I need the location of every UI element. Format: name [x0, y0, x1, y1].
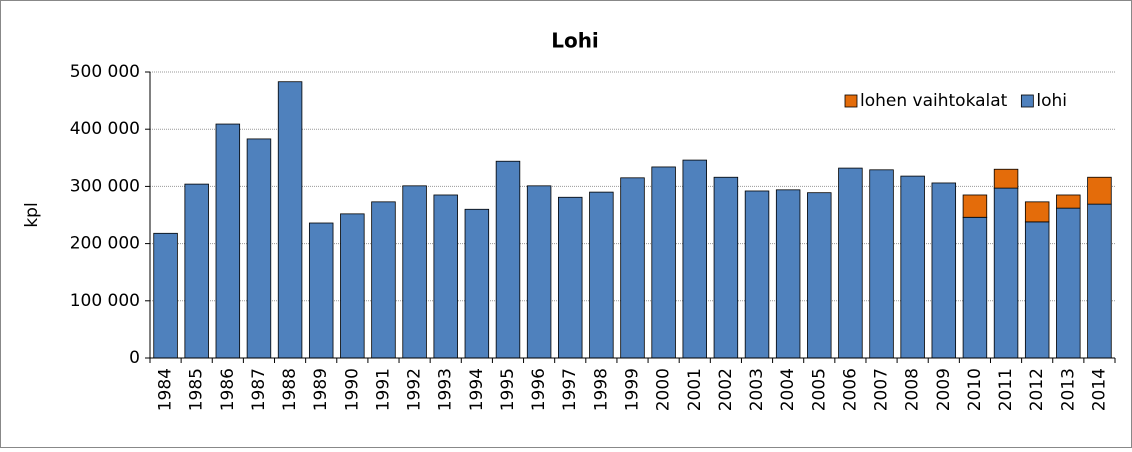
- bar: [526, 185, 552, 359]
- bar: [931, 182, 957, 359]
- bar: [277, 81, 303, 359]
- bar: [1024, 201, 1050, 223]
- x-tick-label: 2001: [685, 368, 705, 411]
- bar: [495, 160, 521, 359]
- bar: [1056, 207, 1081, 359]
- legend-label: lohen vaihtokalat: [860, 91, 1008, 111]
- bar: [651, 166, 676, 359]
- bar: [340, 213, 365, 359]
- bar: [371, 201, 396, 359]
- x-tick-label: 1990: [342, 368, 362, 411]
- legend-label: lohi: [1036, 91, 1067, 111]
- bar: [744, 190, 770, 359]
- y-axis-label: kpl: [22, 202, 42, 227]
- bar: [962, 194, 988, 218]
- x-tick-label: 1993: [436, 368, 456, 411]
- bar: [900, 175, 925, 359]
- x-tick-label: 1997: [560, 368, 580, 411]
- bar: [246, 138, 272, 359]
- x-tick-label: 1995: [498, 368, 518, 411]
- y-tick-label: 100 000: [70, 291, 140, 311]
- y-tick-label: 0: [129, 348, 140, 368]
- y-tick-label: 500 000: [70, 62, 140, 82]
- x-tick-label: 2010: [965, 368, 985, 411]
- bar: [993, 168, 1019, 189]
- bar: [1056, 194, 1081, 209]
- legend-swatch: [1020, 94, 1034, 108]
- x-tick-label: 2008: [903, 368, 923, 411]
- x-tick-label: 2006: [840, 368, 860, 411]
- x-tick-label: 1985: [187, 368, 207, 411]
- bar: [1087, 176, 1112, 205]
- x-tick-label: 2004: [778, 368, 798, 411]
- x-tick-label: 2000: [654, 368, 674, 411]
- bar: [308, 222, 334, 359]
- bar: [589, 191, 614, 359]
- x-tick-label: 1998: [591, 368, 611, 411]
- bar: [1024, 221, 1050, 359]
- x-tick-label: 2007: [872, 368, 892, 411]
- bar: [215, 123, 241, 359]
- bar: [620, 177, 645, 359]
- x-tick-label: 1996: [529, 368, 549, 411]
- chart-title: Lohi: [551, 29, 599, 53]
- x-tick-label: 2012: [1027, 368, 1047, 411]
- bar: [962, 216, 988, 359]
- y-tick-label: 200 000: [70, 234, 140, 254]
- x-tick-label: 2002: [716, 368, 736, 411]
- x-tick-label: 2009: [934, 368, 954, 411]
- x-tick-label: 2013: [1058, 368, 1078, 411]
- x-tick-label: 1988: [280, 368, 300, 411]
- x-tick-label: 1991: [373, 368, 393, 411]
- bar: [153, 232, 178, 359]
- x-tick-label: 1992: [405, 368, 425, 411]
- x-tick-label: 2011: [996, 368, 1016, 411]
- bar: [1087, 203, 1112, 359]
- bar: [464, 208, 490, 359]
- y-tick-label: 300 000: [70, 176, 140, 196]
- x-tick-label: 1999: [623, 368, 643, 411]
- x-tick-label: 1984: [156, 368, 176, 411]
- bar: [558, 196, 583, 359]
- x-tick-label: 2005: [809, 368, 829, 411]
- x-tick-label: 1987: [249, 368, 269, 411]
- x-tick-label: 1994: [467, 368, 487, 411]
- legend-swatch: [844, 94, 858, 108]
- y-tick-label: 400 000: [70, 119, 140, 139]
- bar: [433, 194, 458, 359]
- x-tick-label: 2014: [1089, 368, 1109, 411]
- bar: [807, 192, 832, 359]
- bar: [775, 189, 801, 359]
- x-tick-label: 1986: [218, 368, 238, 411]
- bar: [402, 185, 427, 359]
- bar: [713, 176, 739, 359]
- bar: [184, 183, 209, 359]
- bar: [838, 167, 863, 359]
- bar: [993, 187, 1019, 359]
- bar: [869, 169, 894, 359]
- bar: [682, 159, 707, 359]
- x-tick-label: 1989: [311, 368, 331, 411]
- x-tick-label: 2003: [747, 368, 767, 411]
